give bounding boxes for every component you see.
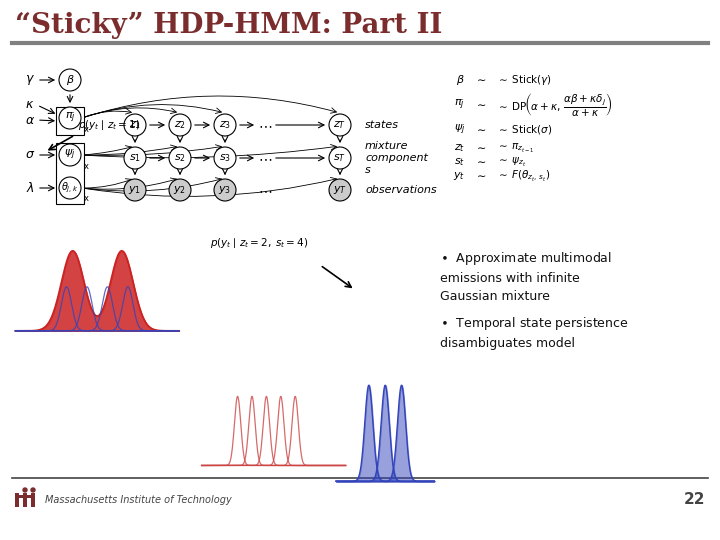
- Circle shape: [169, 179, 191, 201]
- Text: $\bullet$  Approximate multimodal
emissions with infinite
Gaussian mixture: $\bullet$ Approximate multimodal emissio…: [440, 250, 612, 303]
- Text: “Sticky” HDP-HMM: Part II: “Sticky” HDP-HMM: Part II: [15, 11, 442, 38]
- Circle shape: [59, 69, 81, 91]
- Text: $\sim$: $\sim$: [474, 171, 486, 181]
- Text: $\kappa$: $\kappa$: [25, 98, 35, 111]
- Circle shape: [23, 488, 27, 492]
- Bar: [15, 495, 35, 498]
- Circle shape: [124, 114, 146, 136]
- Text: $\psi_j$: $\psi_j$: [454, 123, 465, 137]
- Text: $\sim$: $\sim$: [474, 100, 486, 110]
- Text: 22: 22: [683, 492, 705, 508]
- Bar: [15, 493, 19, 507]
- Circle shape: [214, 114, 236, 136]
- Text: $\sim \;\mathrm{DP}\!\left(\alpha+\kappa,\,\dfrac{\alpha\beta+\kappa\delta_j}{\a: $\sim \;\mathrm{DP}\!\left(\alpha+\kappa…: [496, 91, 613, 118]
- Circle shape: [169, 114, 191, 136]
- Text: $\beta$: $\beta$: [456, 73, 465, 87]
- Text: $s_T$: $s_T$: [333, 152, 346, 164]
- Text: x: x: [84, 194, 89, 203]
- Text: $s_2$: $s_2$: [174, 152, 186, 164]
- Text: $\cdots$: $\cdots$: [258, 151, 272, 165]
- Bar: [56, 107, 84, 135]
- Text: $z_3$: $z_3$: [219, 119, 231, 131]
- Text: $p(y_t \mid z_t = 1)$: $p(y_t \mid z_t = 1)$: [78, 118, 140, 132]
- Text: $z_2$: $z_2$: [174, 119, 186, 131]
- Text: $\sim \;\mathrm{Stick}(\gamma)$: $\sim \;\mathrm{Stick}(\gamma)$: [496, 73, 552, 87]
- Circle shape: [124, 179, 146, 201]
- Text: $\cdots$: $\cdots$: [258, 118, 272, 132]
- Circle shape: [59, 177, 81, 199]
- Text: $\lambda$: $\lambda$: [26, 181, 35, 195]
- Text: $\sim$: $\sim$: [474, 157, 486, 167]
- Text: $\sim \;F(\theta_{z_t,\,s_t})$: $\sim \;F(\theta_{z_t,\,s_t})$: [496, 168, 550, 184]
- Text: $\beta$: $\beta$: [66, 73, 74, 87]
- Circle shape: [329, 179, 351, 201]
- Text: x: x: [84, 125, 89, 134]
- Text: observations: observations: [365, 185, 436, 195]
- Text: $\alpha$: $\alpha$: [25, 113, 35, 126]
- Circle shape: [214, 147, 236, 169]
- Text: states: states: [365, 120, 399, 130]
- Text: $z_T$: $z_T$: [333, 119, 346, 131]
- Text: x: x: [84, 162, 89, 171]
- Text: $s_1$: $s_1$: [129, 152, 141, 164]
- Text: $\theta_{j,k}$: $\theta_{j,k}$: [61, 181, 78, 195]
- Circle shape: [169, 147, 191, 169]
- Text: $y_t$: $y_t$: [453, 170, 465, 182]
- Text: $\pi_j$: $\pi_j$: [65, 111, 76, 125]
- Circle shape: [59, 144, 81, 166]
- Circle shape: [329, 147, 351, 169]
- Text: $\psi_j$: $\psi_j$: [64, 148, 76, 162]
- Text: $z_t$: $z_t$: [454, 142, 465, 154]
- Text: $\bullet$  Temporal state persistence
disambiguates model: $\bullet$ Temporal state persistence dis…: [440, 315, 629, 350]
- Text: $\sim \;\psi_{z_t}$: $\sim \;\psi_{z_t}$: [496, 156, 526, 168]
- Text: $z_1$: $z_1$: [129, 119, 141, 131]
- Text: Massachusetts Institute of Technology: Massachusetts Institute of Technology: [45, 495, 232, 505]
- Text: $s_3$: $s_3$: [219, 152, 231, 164]
- Bar: [23, 493, 27, 507]
- Bar: [31, 493, 35, 507]
- Text: $y_1$: $y_1$: [128, 184, 142, 196]
- Bar: [56, 143, 84, 204]
- Text: $\pi_j$: $\pi_j$: [454, 98, 465, 112]
- Text: $y_T$: $y_T$: [333, 184, 347, 196]
- Text: $\sim$: $\sim$: [474, 125, 486, 135]
- Text: $\gamma$: $\gamma$: [25, 73, 35, 87]
- Text: $p(y_t \mid z_t = 2,\; s_t = 4)$: $p(y_t \mid z_t = 2,\; s_t = 4)$: [210, 236, 308, 250]
- Circle shape: [214, 179, 236, 201]
- Text: mixture
component
s: mixture component s: [365, 141, 428, 174]
- Text: $y_2$: $y_2$: [174, 184, 186, 196]
- Circle shape: [31, 488, 35, 492]
- Text: $\sim$: $\sim$: [474, 75, 486, 85]
- Text: $\sigma$: $\sigma$: [25, 148, 35, 161]
- Text: $\sim \;\pi_{z_{t-1}}$: $\sim \;\pi_{z_{t-1}}$: [496, 141, 535, 154]
- Text: $\cdots$: $\cdots$: [258, 183, 272, 197]
- Circle shape: [59, 107, 81, 129]
- Text: $\sim \;\mathrm{Stick}(\sigma)$: $\sim \;\mathrm{Stick}(\sigma)$: [496, 124, 552, 137]
- Circle shape: [124, 147, 146, 169]
- Text: $s_t$: $s_t$: [454, 156, 465, 168]
- Text: $y_3$: $y_3$: [218, 184, 232, 196]
- Text: $\sim$: $\sim$: [474, 143, 486, 153]
- Circle shape: [329, 114, 351, 136]
